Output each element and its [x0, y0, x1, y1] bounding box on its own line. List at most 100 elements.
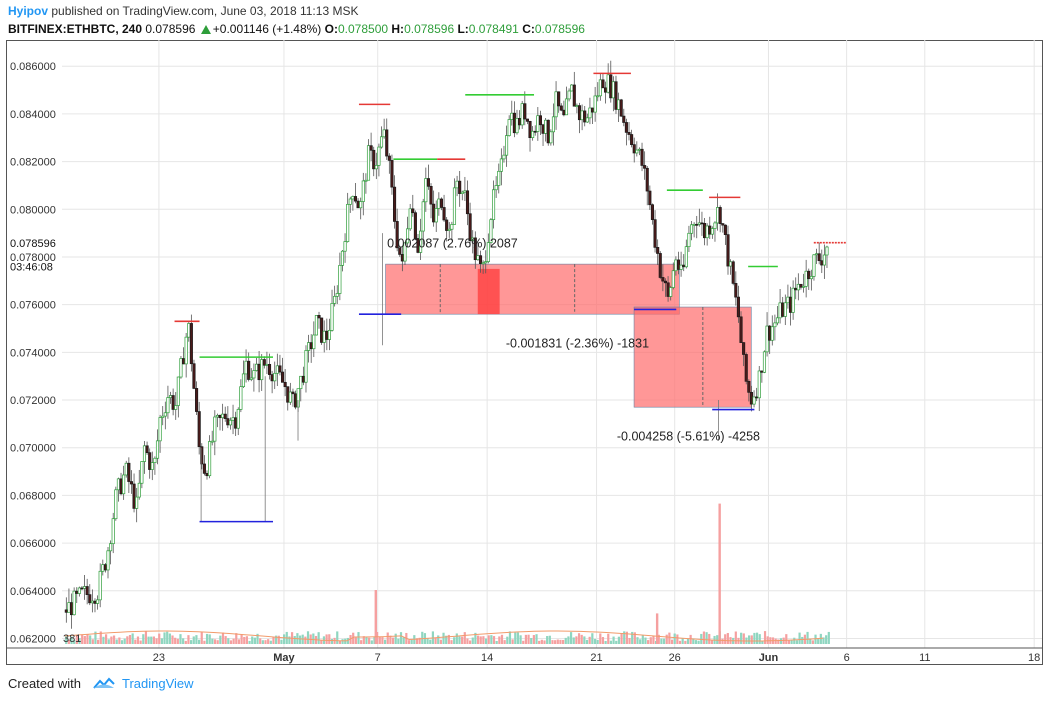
tradingview-link[interactable]: TradingView: [122, 676, 194, 691]
volume-bar: [710, 639, 714, 644]
candle-body: [825, 246, 829, 256]
candle-body: [538, 115, 542, 126]
candle-body: [447, 228, 451, 231]
candle-body: [695, 223, 699, 226]
candle-body: [359, 201, 363, 209]
volume-bar: [755, 632, 759, 644]
volume-bar: [131, 633, 134, 644]
volume-bar: [657, 634, 660, 644]
volume-bar: [365, 636, 368, 644]
candle-body: [734, 283, 738, 298]
volume-bar: [790, 640, 793, 644]
candle-body: [687, 232, 691, 248]
candle-body: [403, 242, 407, 262]
candle-body: [192, 363, 196, 389]
volume-bar: [447, 634, 450, 644]
candle-body: [312, 334, 316, 350]
candle-body: [228, 419, 232, 426]
candle-body: [663, 280, 668, 284]
volume-bar: [484, 638, 488, 644]
candle-body: [335, 293, 339, 297]
candle-body: [432, 203, 436, 223]
volume-bar: [450, 640, 453, 644]
candle-body: [254, 363, 259, 371]
candle-body: [406, 228, 410, 244]
candle-body: [637, 148, 641, 151]
volume-bar: [588, 636, 591, 644]
volume-bar: [498, 636, 501, 644]
candle-body: [640, 148, 644, 166]
candle-body: [497, 170, 501, 186]
candle-body: [588, 107, 592, 119]
volume-bar: [748, 635, 751, 644]
volume-bar: [362, 636, 365, 644]
volume-bar: [277, 635, 280, 644]
volume-bar: [304, 636, 307, 644]
candle-body: [458, 180, 462, 194]
volume-bar: [551, 640, 554, 644]
tradingview-logo-icon: [92, 677, 115, 689]
candle-body: [768, 325, 772, 341]
author-name[interactable]: Hyipov: [8, 4, 49, 18]
up-triangle-icon: [200, 25, 211, 34]
price-chart[interactable]: 0.086000 0.084000 0.082000 0.080000 0.078000…: [6, 40, 1048, 668]
x-tick-label: 6: [844, 652, 850, 664]
volume-bar: [112, 635, 116, 644]
y-tick-label: 0.078000: [10, 252, 56, 264]
candle-body: [205, 473, 209, 477]
candle-body: [267, 363, 272, 375]
volume-bar: [678, 640, 682, 644]
high-value: 0.078596: [404, 22, 455, 36]
candle-body: [171, 395, 175, 410]
candle-body: [505, 135, 509, 156]
candle-body: [122, 474, 126, 495]
volume-bar: [389, 635, 392, 644]
volume-bar: [726, 633, 729, 644]
candle-body: [129, 481, 134, 485]
volume-bar: [139, 640, 142, 644]
candle-body: [815, 253, 819, 256]
volume-bar: [81, 634, 84, 644]
candle-body: [822, 254, 826, 266]
candle-body: [478, 255, 483, 265]
volume-bar: [216, 640, 219, 644]
volume-bar: [107, 639, 110, 644]
candle-body: [609, 74, 613, 99]
volume-bar: [639, 639, 642, 644]
candle-body: [611, 81, 615, 99]
volume-bar: [612, 636, 615, 644]
low-value: 0.078491: [468, 22, 519, 36]
volume-bar: [445, 635, 448, 644]
volume-bar: [426, 638, 429, 644]
candle-body: [155, 440, 160, 459]
volume-bar: [546, 636, 549, 644]
volume-bar: [647, 640, 650, 644]
volume-bar: [110, 636, 113, 644]
candle-body: [583, 110, 587, 123]
volume-bar: [787, 640, 791, 644]
candle-body: [127, 462, 131, 482]
volume-bar: [511, 639, 514, 644]
candle-body: [80, 587, 84, 590]
volume-bar: [623, 631, 626, 644]
candle-body: [283, 381, 287, 388]
candle-body: [168, 395, 173, 398]
y-tick-label: 0.086000: [10, 61, 56, 73]
candle-body: [85, 586, 89, 595]
candle-body: [460, 191, 464, 194]
candle-body: [379, 136, 384, 148]
volume-bar: [150, 636, 153, 644]
volume-bar: [346, 637, 349, 644]
volume-bar: [213, 639, 217, 644]
y-tick-label: 0.076000: [10, 300, 56, 312]
x-tick-label: 7: [375, 652, 381, 664]
x-tick-label: 11: [919, 652, 930, 664]
y-tick-label: 0.066000: [10, 538, 56, 550]
volume-bar: [474, 632, 477, 644]
candle-body: [713, 222, 717, 229]
volume-bar: [591, 633, 594, 644]
candle-body: [64, 609, 68, 613]
candle-body: [559, 105, 563, 111]
candle-body: [387, 155, 391, 161]
x-tick-label: 23: [153, 652, 165, 664]
